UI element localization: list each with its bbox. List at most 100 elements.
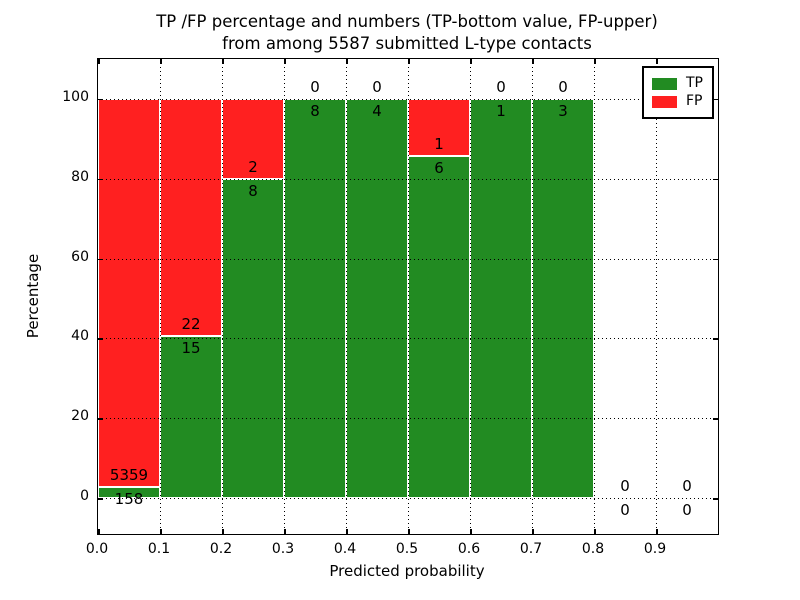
x-tick-label: 0.1 — [147, 541, 171, 557]
fp-count-label: 0 — [558, 77, 568, 96]
tp-count-label: 4 — [372, 101, 382, 120]
tick-mark — [713, 98, 718, 101]
tick-mark — [98, 338, 103, 340]
fp-swatch-icon — [652, 95, 677, 108]
bar-tp-segment — [408, 155, 470, 499]
tp-swatch-icon — [652, 77, 677, 90]
tick-mark — [98, 418, 103, 420]
y-tick-label: 20 — [71, 408, 89, 425]
tp-count-label: 158 — [114, 489, 144, 508]
tick-mark — [98, 59, 100, 64]
fp-count-label: 0 — [682, 477, 692, 496]
tick-mark — [656, 529, 658, 534]
tick-mark — [160, 59, 162, 64]
tick-mark — [98, 529, 100, 534]
bar-tp-segment — [98, 486, 160, 499]
gridline-x-0.2 — [222, 59, 223, 534]
tick-mark — [594, 59, 596, 64]
tick-mark — [98, 178, 103, 181]
bar-tp-segment — [160, 336, 222, 499]
gridline-x-0.8 — [594, 59, 595, 534]
x-tick-label: 0.4 — [333, 541, 357, 557]
tick-mark — [713, 338, 718, 340]
chart-title-line2: from among 5587 submitted L-type contact… — [222, 34, 592, 53]
legend-label-tp: TP — [686, 75, 703, 91]
tick-mark — [713, 178, 718, 181]
fp-count-label: 0 — [496, 77, 506, 96]
tick-mark — [284, 529, 286, 534]
gridline-x-0.5 — [408, 59, 409, 534]
tick-mark — [408, 59, 410, 64]
tick-mark — [98, 258, 103, 261]
fp-count-label: 0 — [372, 77, 382, 96]
x-axis-label: Predicted probability — [329, 562, 485, 580]
tick-mark — [470, 59, 472, 64]
y-tick-label: 80 — [71, 168, 89, 185]
fp-count-label: 0 — [620, 477, 630, 496]
bar-tp-segment — [532, 98, 594, 499]
x-tick-label: 0.7 — [519, 541, 543, 557]
x-tick-label: 0.0 — [85, 541, 109, 557]
fp-count-label: 0 — [310, 77, 320, 96]
tp-count-label: 0 — [620, 501, 630, 520]
tp-count-label: 8 — [310, 101, 320, 120]
tick-mark — [713, 498, 718, 500]
tick-mark — [284, 59, 286, 64]
plot-area: TP FP 5359 158 22 15 2 8 0 8 0 4 1 6 0 1 0 3 0 0 0 0 — [97, 58, 719, 535]
x-tick-label: 0.3 — [271, 541, 295, 557]
y-tick-label: 100 — [62, 88, 89, 105]
x-tick-label: 0.8 — [581, 541, 605, 557]
y-tick-label: 60 — [71, 248, 89, 265]
bar-fp-segment — [222, 98, 284, 179]
chart-title: TP /FP percentage and numbers (TP-bottom… — [97, 11, 717, 55]
tick-mark — [532, 59, 534, 64]
tick-mark — [713, 258, 718, 261]
bar-fp-segment — [98, 98, 160, 487]
fp-count-label: 22 — [181, 315, 201, 334]
legend-item-tp: TP — [652, 76, 703, 91]
tp-count-label: 15 — [181, 339, 201, 358]
legend-item-fp: FP — [652, 94, 703, 109]
fp-count-label: 2 — [248, 157, 258, 176]
tick-mark — [222, 59, 224, 64]
tick-mark — [346, 529, 348, 534]
tp-count-label: 3 — [558, 101, 568, 120]
fp-count-label: 5359 — [109, 465, 149, 484]
tick-mark — [594, 529, 596, 534]
tp-count-label: 6 — [434, 158, 444, 177]
tp-count-label: 0 — [682, 501, 692, 520]
legend: TP FP — [642, 66, 714, 119]
y-tick-label: 0 — [80, 488, 89, 505]
gridline-x-0.7 — [532, 59, 533, 534]
tick-mark — [98, 498, 103, 500]
chart-title-line1: TP /FP percentage and numbers (TP-bottom… — [156, 12, 658, 31]
tp-count-label: 8 — [248, 181, 258, 200]
tick-mark — [160, 529, 162, 534]
tick-mark — [470, 529, 472, 534]
tick-mark — [346, 59, 348, 64]
bar-tp-segment — [470, 98, 532, 499]
tick-mark — [713, 418, 718, 420]
gridline-x-0.4 — [346, 59, 347, 534]
gridline-x-0.9 — [656, 59, 657, 534]
bar-tp-segment — [284, 98, 346, 499]
x-tick-label: 0.6 — [457, 541, 481, 557]
gridline-x-0.1 — [160, 59, 161, 534]
bar-fp-segment — [160, 98, 222, 337]
gridline-x-0.3 — [284, 59, 285, 534]
x-tick-label: 0.5 — [395, 541, 419, 557]
fp-count-label: 1 — [434, 134, 444, 153]
gridline-x-0.6 — [470, 59, 471, 534]
x-tick-label: 0.2 — [209, 541, 233, 557]
y-tick-label: 40 — [71, 328, 89, 345]
tp-count-label: 1 — [496, 101, 506, 120]
tick-mark — [222, 529, 224, 534]
bar-tp-segment — [346, 98, 408, 499]
legend-label-fp: FP — [686, 93, 703, 109]
x-tick-label: 0.9 — [643, 541, 667, 557]
tick-mark — [98, 98, 103, 101]
tick-mark — [656, 59, 658, 64]
y-axis-label: Percentage — [24, 253, 42, 339]
tick-mark — [408, 529, 410, 534]
